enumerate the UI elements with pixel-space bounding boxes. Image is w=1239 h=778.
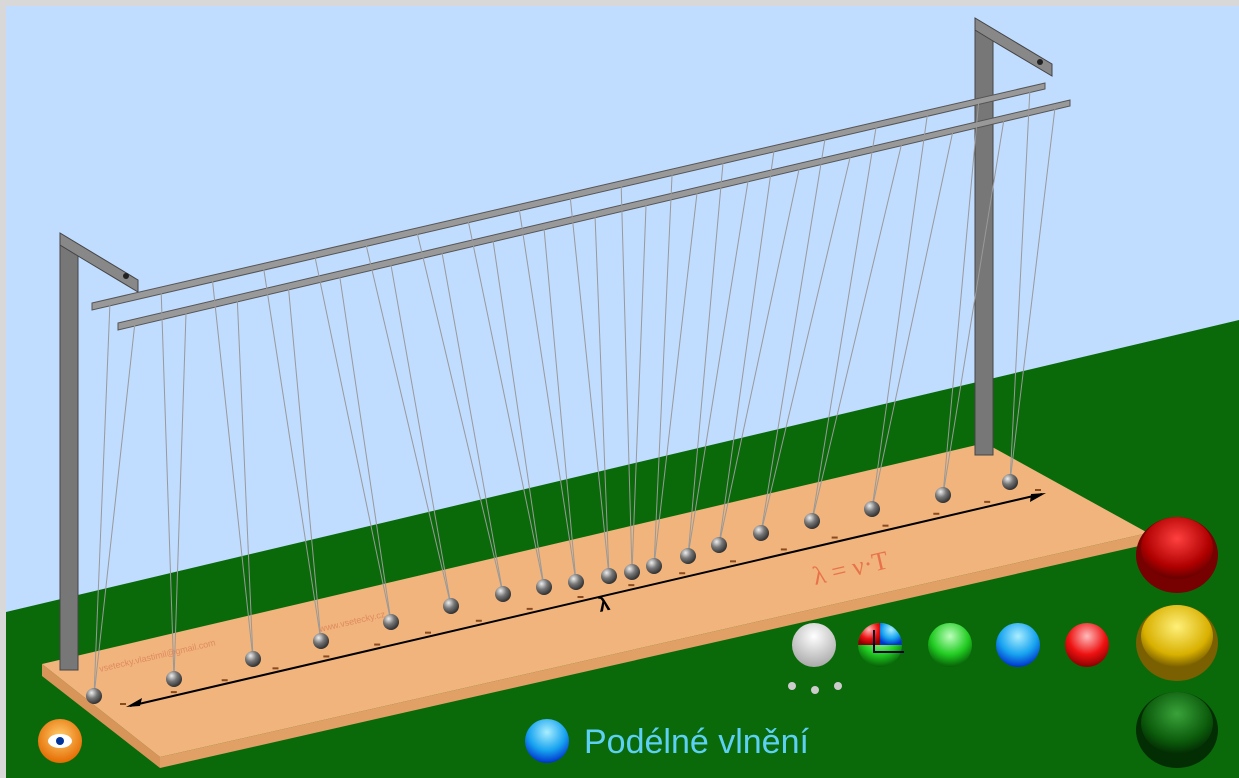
rest-mark xyxy=(374,644,380,646)
red-button[interactable] xyxy=(1136,517,1218,593)
rest-mark xyxy=(171,691,177,693)
ball xyxy=(601,568,617,584)
rest-mark xyxy=(527,608,533,610)
ball xyxy=(313,633,329,649)
eye-button[interactable] xyxy=(38,719,82,763)
ball xyxy=(935,487,951,503)
rest-mark xyxy=(781,548,787,550)
ball xyxy=(86,688,102,704)
ball xyxy=(680,548,696,564)
rest-mark xyxy=(578,596,584,598)
rest-mark xyxy=(476,620,482,622)
simulation: λ λ = ν·T www.vsetecky.cz vsetecky.vlast… xyxy=(0,0,1239,778)
ball xyxy=(443,598,459,614)
ball xyxy=(495,586,511,602)
rest-mark xyxy=(628,584,634,586)
blue-ball-button[interactable] xyxy=(996,623,1040,667)
rest-mark xyxy=(984,501,990,503)
rest-mark xyxy=(832,537,838,539)
ball xyxy=(646,558,662,574)
ball xyxy=(804,513,820,529)
ball xyxy=(536,579,552,595)
ball xyxy=(753,525,769,541)
ball xyxy=(1002,474,1018,490)
ball xyxy=(864,501,880,517)
rest-mark xyxy=(730,560,736,562)
title: Podélné vlnění xyxy=(584,723,810,761)
ball xyxy=(568,574,584,590)
ball xyxy=(624,564,640,580)
mode-icon xyxy=(525,719,569,763)
ball xyxy=(711,537,727,553)
rest-mark xyxy=(273,667,279,669)
ball xyxy=(166,671,182,687)
ball xyxy=(245,651,261,667)
rest-mark xyxy=(120,703,126,705)
rest-mark xyxy=(933,513,939,515)
rest-mark xyxy=(883,525,889,527)
rest-mark xyxy=(222,679,228,681)
rest-mark xyxy=(679,572,685,574)
ball-white-button[interactable] xyxy=(792,623,836,667)
rest-mark xyxy=(323,655,329,657)
green-ball-button[interactable] xyxy=(928,623,972,667)
rest-mark xyxy=(425,632,431,634)
red-ball-button[interactable] xyxy=(1065,623,1109,667)
green-button[interactable] xyxy=(1136,692,1218,768)
rest-mark xyxy=(1035,489,1041,491)
yellow-button[interactable] xyxy=(1136,605,1218,681)
